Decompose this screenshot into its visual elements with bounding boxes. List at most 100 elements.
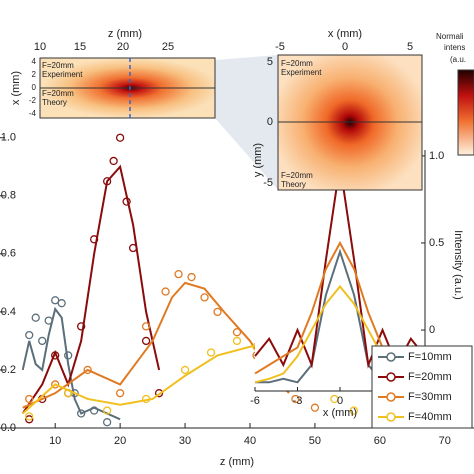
data-point — [51, 351, 60, 360]
panel-label: F=20mm — [42, 89, 74, 98]
data-point — [57, 299, 66, 308]
legend-label: F=30mm — [408, 391, 452, 403]
data-point — [122, 197, 131, 206]
tick-label: 5 — [407, 41, 413, 53]
panel-label: F=20mm — [281, 171, 313, 180]
tick-label: 0 — [32, 83, 37, 92]
x-tick-label: 40 — [244, 435, 256, 447]
data-point — [51, 296, 60, 305]
data-point — [154, 389, 164, 398]
data-point — [102, 418, 112, 427]
data-point — [310, 403, 320, 412]
data-point — [128, 243, 138, 253]
legend: F=10mm F=20mm F=30mm F=40mm — [371, 345, 473, 429]
data-point — [64, 389, 73, 398]
y-tick-label: 0.5 — [429, 237, 444, 249]
legend-marker — [386, 352, 396, 362]
data-point — [206, 348, 216, 357]
tick-label: 15 — [74, 41, 86, 53]
legend-label: F=40mm — [408, 411, 452, 423]
data-point — [187, 272, 196, 282]
panel-label: F=20mm — [42, 61, 74, 70]
x-tick-label: -6 — [250, 395, 260, 407]
data-point — [141, 394, 151, 404]
tick-label: 25 — [162, 41, 174, 53]
y-tick-label: 0.6 — [1, 248, 16, 260]
data-point — [213, 307, 222, 317]
data-point — [291, 394, 300, 404]
y-tick-label: 0.8 — [1, 190, 16, 202]
data-point — [232, 328, 242, 337]
x-axis-label: z (mm) — [220, 456, 254, 468]
x-tick-label: -3 — [293, 395, 303, 407]
y-axis-label: Intensity (a.u.) — [452, 230, 464, 300]
panel-label: F=20mm — [281, 59, 313, 68]
heatmap-xy: x (mm) F=20mm Experiment F=20mm Theory y… — [252, 28, 423, 191]
x-tick-label: 20 — [114, 435, 126, 447]
legend-label: F=20mm — [408, 371, 452, 383]
x-tick-label: 60 — [374, 435, 386, 447]
zoom-connector — [215, 55, 278, 190]
panel-label: Theory — [281, 180, 306, 189]
data-point — [83, 365, 92, 375]
x-axis-label: x (mm) — [323, 407, 357, 419]
data-point — [141, 336, 151, 346]
colorbar-image — [457, 69, 474, 156]
data-point — [44, 316, 53, 325]
data-point — [174, 270, 183, 279]
fit-line — [21, 306, 121, 421]
y-tick-label: 0.2 — [1, 364, 16, 376]
data-point — [25, 415, 34, 424]
tick-label: 0 — [342, 41, 348, 53]
y-tick-label: 0 — [429, 324, 435, 336]
axis-label: y (mm) — [252, 143, 264, 177]
heatmap-z: z (mm) F=20mm Experiment F=20mm Theory x… — [10, 28, 216, 119]
axis-label: x (mm) — [10, 71, 22, 105]
colorbar: Normali intens (a.u. — [436, 32, 474, 156]
tick-label: 0 — [267, 116, 273, 128]
tick-label: -5 — [275, 41, 285, 53]
tick-label: 2 — [32, 70, 37, 79]
data-point — [180, 365, 190, 375]
data-point — [102, 177, 112, 186]
tick-label: 10 — [34, 41, 46, 53]
axis-label: z (mm) — [108, 28, 142, 40]
data-point — [77, 409, 86, 418]
fit-line — [21, 164, 161, 415]
data-point — [200, 293, 209, 302]
data-point — [25, 412, 34, 421]
data-point — [161, 287, 170, 296]
legend-label: F=10mm — [408, 351, 452, 363]
data-point — [141, 322, 151, 331]
colorbar-label: intens — [444, 43, 465, 52]
y-tick-label: 0.4 — [1, 306, 16, 318]
x-tick-label: 0 — [337, 395, 343, 407]
data-point — [77, 322, 86, 331]
panel-label: Theory — [42, 98, 67, 107]
data-point — [349, 406, 359, 415]
data-point — [115, 133, 125, 142]
y-tick-label: 0.0 — [1, 422, 16, 434]
panel-label: Experiment — [42, 70, 83, 79]
data-point — [90, 406, 99, 415]
data-point — [232, 336, 242, 346]
colorbar-label: Normali — [436, 32, 464, 41]
y-tick-label: 1.0 — [429, 150, 444, 162]
data-point — [109, 156, 118, 166]
data-point — [51, 380, 60, 389]
y-tick-label: 1.0 — [1, 132, 16, 144]
data-point — [38, 336, 47, 346]
tick-label: 4 — [32, 57, 37, 66]
tick-label: 20 — [117, 41, 129, 53]
data-point — [31, 313, 40, 322]
legend-marker — [386, 392, 396, 402]
tick-label: 5 — [267, 56, 273, 68]
data-point — [90, 235, 99, 244]
data-point — [330, 394, 339, 404]
tick-label: -5 — [263, 177, 273, 189]
legend-marker — [386, 372, 396, 382]
data-point — [115, 389, 125, 398]
x-tick-label: 50 — [309, 435, 321, 447]
x-tick-label: 10 — [49, 435, 61, 447]
